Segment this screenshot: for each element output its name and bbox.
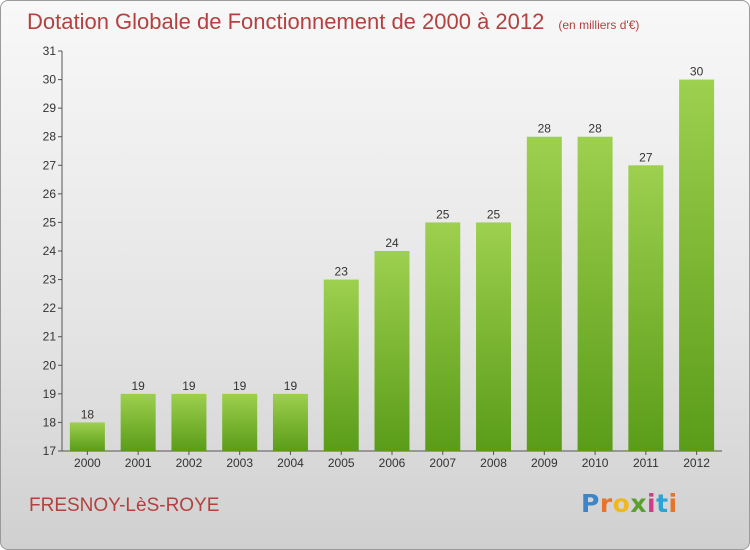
axes: 17 18 19 20 21 22 23 24 25 26 27 28 29 30 31 2000 2001 20…	[43, 44, 722, 470]
brand-letter: i	[647, 489, 657, 518]
x-tick-label: 2007	[429, 456, 456, 470]
commune-name: FRESNOY-LèS-ROYE	[29, 495, 220, 516]
bar	[425, 222, 461, 451]
bar	[222, 393, 258, 451]
chart-unit-label: (en milliers d'€)	[558, 18, 640, 32]
x-tick-label: 2012	[683, 456, 710, 470]
data-label: 23	[335, 265, 349, 279]
bar	[272, 393, 308, 451]
bar	[323, 279, 359, 451]
y-tick-label: 28	[43, 130, 57, 144]
bar	[171, 393, 207, 451]
bar	[120, 393, 156, 451]
chart-title-text: Dotation Globale de Fonctionnement de 20…	[27, 9, 545, 34]
data-label: 25	[436, 207, 450, 221]
x-tick-label: 2011	[633, 456, 659, 470]
data-label: 30	[690, 65, 704, 79]
chart-title: Dotation Globale de Fonctionnement de 20…	[27, 9, 639, 35]
bar	[577, 136, 613, 451]
data-label: 24	[385, 236, 399, 250]
bar	[526, 136, 562, 451]
bar	[374, 251, 410, 451]
data-labels: 18 19 19 19 19 23 24 25 25 28 28 27 30	[81, 65, 704, 422]
x-tick-label: 2000	[74, 456, 101, 470]
y-tick-label: 27	[43, 158, 57, 172]
data-label: 19	[182, 379, 196, 393]
brand-letter: r	[599, 489, 613, 518]
bar	[69, 422, 105, 451]
bars	[69, 79, 715, 452]
y-tick-label: 20	[43, 358, 57, 372]
y-tick-label: 22	[43, 301, 57, 315]
data-label: 28	[588, 122, 602, 136]
bar	[628, 165, 664, 452]
data-label: 19	[131, 379, 145, 393]
y-tick-label: 31	[43, 44, 57, 58]
x-tick-label: 2009	[531, 456, 558, 470]
data-label: 18	[81, 407, 95, 421]
x-tick-label: 2008	[480, 456, 507, 470]
x-tick-label: 2004	[277, 456, 304, 470]
y-tick-label: 25	[43, 215, 57, 229]
brand-letter: x	[630, 489, 647, 518]
data-label: 19	[233, 379, 247, 393]
data-label: 27	[639, 150, 653, 164]
bar	[476, 222, 512, 451]
bar	[679, 79, 715, 452]
y-tick-label: 19	[43, 387, 57, 401]
x-tick-label: 2005	[328, 456, 355, 470]
x-tick-label: 2010	[582, 456, 609, 470]
y-tick-label: 21	[43, 330, 57, 344]
y-tick-label: 18	[43, 415, 57, 429]
data-label: 28	[538, 122, 552, 136]
y-tick-label: 23	[43, 273, 57, 287]
y-tick-label: 26	[43, 187, 57, 201]
brand-letter: P	[581, 489, 600, 518]
y-tick-label: 30	[43, 73, 57, 87]
y-tick-label: 24	[43, 244, 57, 258]
x-tick-label: 2006	[379, 456, 406, 470]
data-label: 19	[284, 379, 298, 393]
proxiti-logo[interactable]: Proxiti	[581, 489, 678, 518]
y-tick-label: 29	[43, 101, 57, 115]
brand-letter: t	[656, 489, 669, 518]
y-tick-label: 17	[43, 444, 57, 458]
brand-letter: o	[612, 489, 631, 518]
x-tick-label: 2001	[125, 456, 152, 470]
brand-letter: i	[668, 489, 678, 518]
x-tick-label: 2003	[226, 456, 253, 470]
x-tick-label: 2002	[176, 456, 203, 470]
data-label: 25	[487, 207, 501, 221]
